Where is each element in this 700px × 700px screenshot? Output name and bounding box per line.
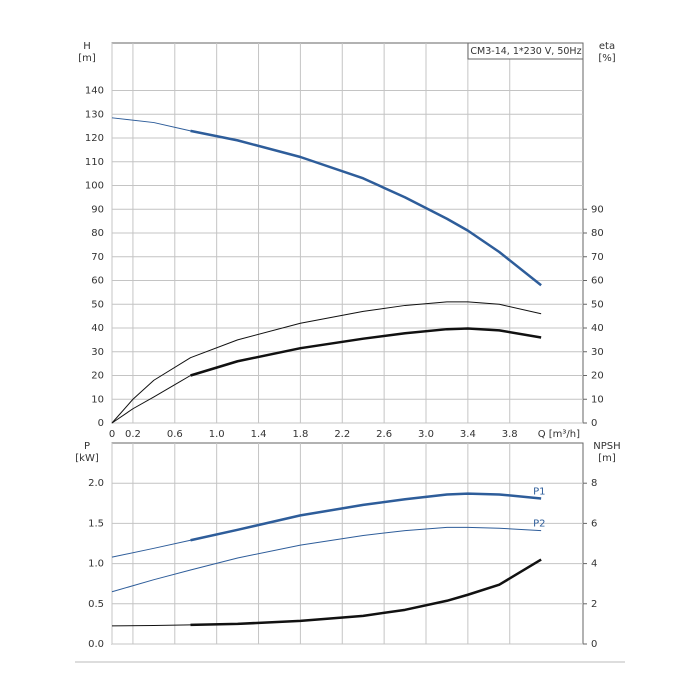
y2-tick-label: 2 — [591, 599, 597, 610]
y-tick-label: 0 — [98, 418, 104, 429]
y-axis-unit: [m] — [78, 53, 96, 64]
y2-tick-label: 6 — [591, 518, 597, 529]
x-tick-label: 0.6 — [167, 429, 183, 440]
legend-box — [467, 42, 584, 60]
y2-axis-label: eta — [599, 41, 615, 52]
series-label: P1 — [533, 486, 545, 497]
y-tick-label: 120 — [85, 133, 104, 144]
y-tick-label: 130 — [85, 109, 104, 120]
plot-frame — [111, 442, 584, 645]
series-line — [111, 539, 191, 558]
y-axis-label: H — [83, 41, 91, 52]
x-tick-label: 3.8 — [502, 429, 518, 440]
y-tick-label: 50 — [91, 299, 104, 310]
y-tick-label: 10 — [91, 394, 104, 405]
y-tick-label: 0.5 — [88, 599, 104, 610]
y-tick-label: 1.0 — [88, 559, 104, 570]
x-tick-label: 0.2 — [125, 429, 141, 440]
y-axis-unit: [kW] — [75, 453, 99, 464]
y2-axis-unit: [%] — [598, 53, 615, 64]
y2-tick-label: 90 — [591, 204, 604, 215]
x-tick-label: 3.4 — [460, 429, 476, 440]
x-tick-label: 3.0 — [418, 429, 434, 440]
series-line — [111, 301, 542, 424]
y2-tick-label: 10 — [591, 394, 604, 405]
legend-text: CM3-14, 1*230 V, 50Hz — [470, 46, 581, 57]
series-line — [190, 129, 542, 287]
y2-tick-label: 20 — [591, 371, 604, 382]
y2-tick-label: 80 — [591, 228, 604, 239]
x-tick-label: 1.8 — [292, 429, 308, 440]
y2-tick-label: 40 — [591, 323, 604, 334]
x-tick-label: 1.0 — [209, 429, 225, 440]
y-tick-label: 60 — [91, 276, 104, 287]
y-tick-label: 140 — [85, 86, 104, 97]
y-tick-label: 2.0 — [88, 478, 104, 489]
series-line — [190, 327, 542, 377]
series-line — [190, 492, 542, 542]
x-tick-label: 2.6 — [376, 429, 392, 440]
y-tick-label: 40 — [91, 323, 104, 334]
y2-tick-label: 70 — [591, 252, 604, 263]
y2-tick-label: 0 — [591, 418, 597, 429]
y2-axis-unit: [m] — [598, 453, 616, 464]
y2-tick-label: 30 — [591, 347, 604, 358]
y-tick-label: 20 — [91, 371, 104, 382]
y-tick-label: 80 — [91, 228, 104, 239]
y-tick-label: 30 — [91, 347, 104, 358]
series-line — [190, 558, 542, 627]
y2-axis-label: NPSH — [593, 441, 620, 452]
y-tick-label: 0.0 — [88, 639, 104, 650]
y2-tick-label: 60 — [591, 276, 604, 287]
y2-tick-label: 50 — [591, 299, 604, 310]
x-tick-label: 0 — [109, 429, 115, 440]
series-label: P2 — [533, 519, 545, 530]
series-line — [111, 117, 191, 132]
y2-tick-label: 4 — [591, 559, 597, 570]
series-line — [111, 375, 191, 424]
y-tick-label: 90 — [91, 204, 104, 215]
y-tick-label: 110 — [85, 157, 104, 168]
y-axis-label: P — [84, 441, 90, 452]
series-line — [111, 526, 542, 593]
y2-tick-label: 0 — [591, 639, 597, 650]
y2-tick-label: 8 — [591, 478, 597, 489]
series-line — [111, 624, 191, 627]
y-tick-label: 100 — [85, 181, 104, 192]
y-tick-label: 1.5 — [88, 518, 104, 529]
x-tick-label: 1.4 — [251, 429, 267, 440]
x-axis-label: Q [m³/h] — [538, 429, 580, 440]
y-tick-label: 70 — [91, 252, 104, 263]
x-tick-label: 2.2 — [334, 429, 350, 440]
